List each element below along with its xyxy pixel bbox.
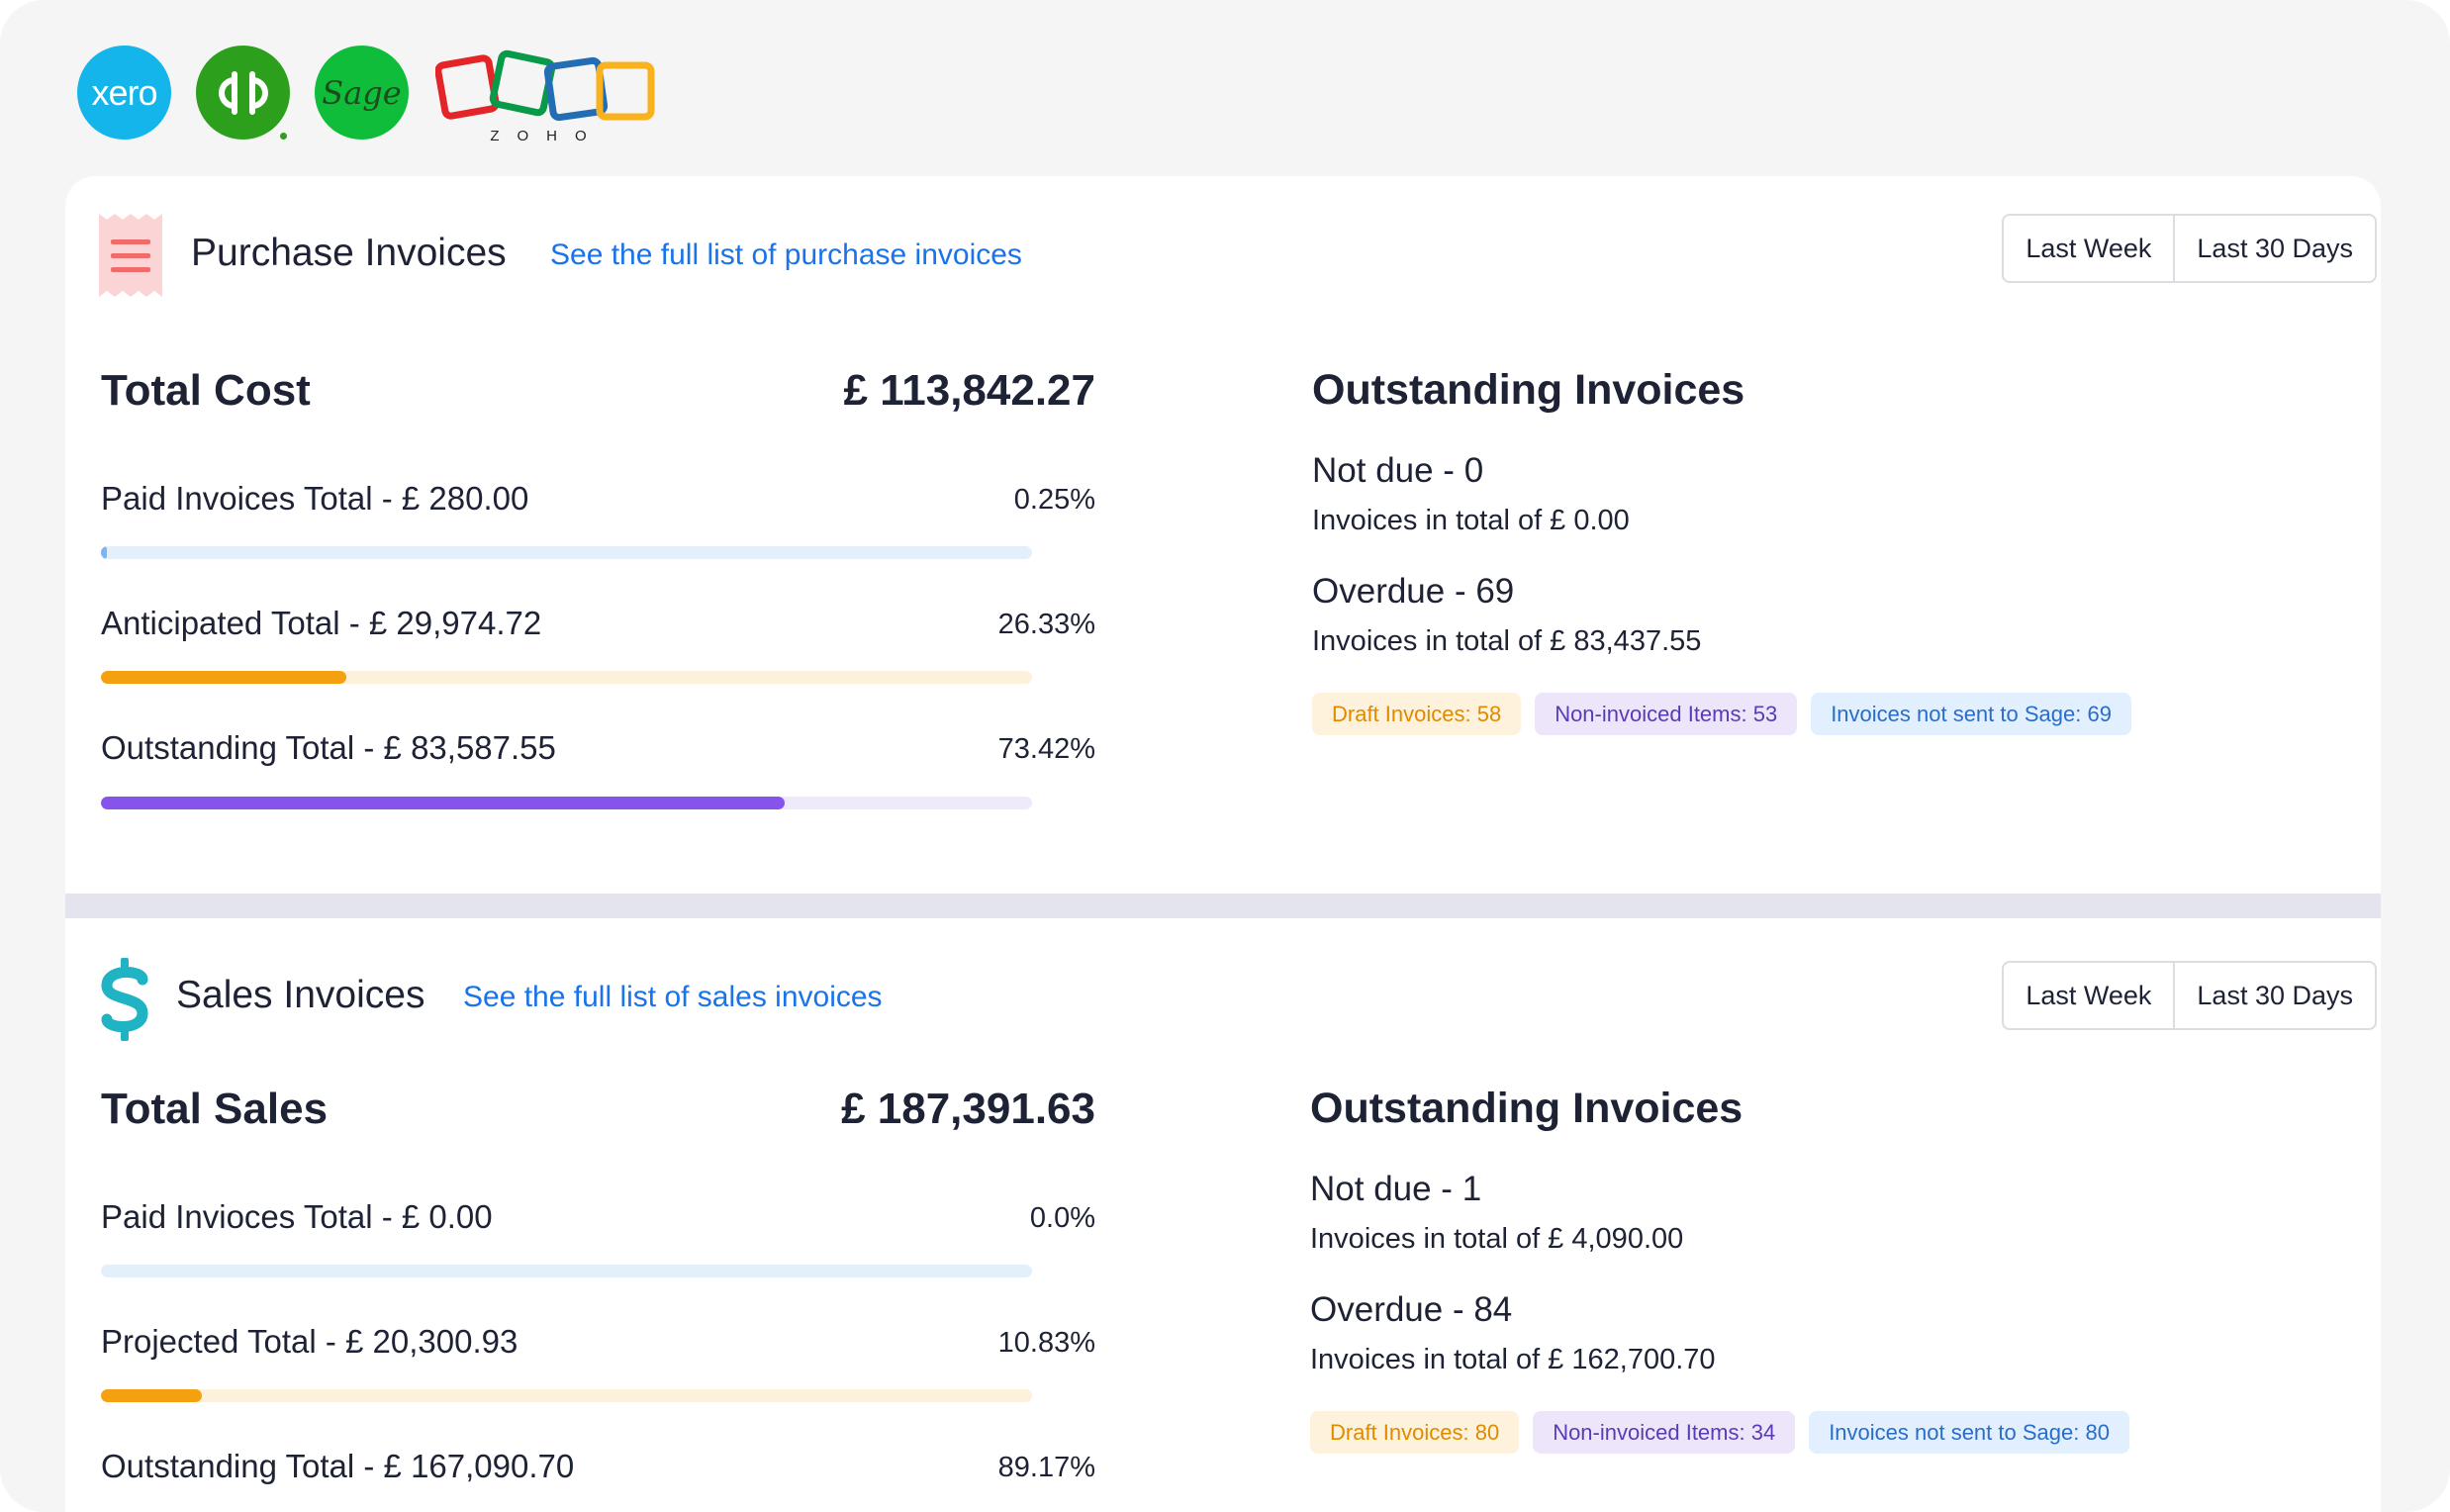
sales-outstanding-invoices-title: Outstanding Invoices <box>1310 1085 1743 1132</box>
receipt-icon <box>99 214 162 302</box>
sales-last-30-days-button[interactable]: Last 30 Days <box>2173 963 2375 1028</box>
sales-outstanding-total-percent: 89.17% <box>997 1452 1095 1483</box>
quickbooks-dot <box>280 133 287 140</box>
non-invoiced-items-chip[interactable]: Non-invoiced Items: 53 <box>1535 693 1798 735</box>
not-due-subtext: Invoices in total of £ 0.00 <box>1312 505 1630 536</box>
outstanding-total-progress <box>101 797 1032 809</box>
outstanding-total-progress-fill <box>101 797 785 809</box>
paid-total-progress-fill <box>101 546 107 559</box>
paid-total-label: Paid Invoices Total - £ 280.00 <box>101 480 529 517</box>
section-divider <box>65 894 2381 918</box>
sales-paid-total-label: Paid Invioces Total - £ 0.00 <box>101 1198 493 1235</box>
total-cost-value: £ 113,842.27 <box>843 366 1095 415</box>
anticipated-total-progress-fill <box>101 671 346 684</box>
sales-status-chips: Draft Invoices: 80 Non-invoiced Items: 3… <box>1310 1411 2129 1454</box>
sales-draft-invoices-chip[interactable]: Draft Invoices: 80 <box>1310 1411 1520 1454</box>
not-due-heading: Not due - 0 <box>1312 451 1484 490</box>
paid-total-progress <box>101 546 1032 559</box>
not-sent-to-sage-chip[interactable]: Invoices not sent to Sage: 69 <box>1811 693 2131 735</box>
sales-full-list-link[interactable]: See the full list of sales invoices <box>463 981 883 1013</box>
xero-logo[interactable]: xero <box>77 46 171 140</box>
purchase-last-week-button[interactable]: Last Week <box>2026 233 2152 263</box>
projected-total-progress-fill <box>101 1389 202 1402</box>
purchase-last-30-days-button[interactable]: Last 30 Days <box>2173 216 2375 281</box>
dollar-icon <box>99 958 150 1046</box>
zoho-logo[interactable]: ZOHO <box>434 49 663 148</box>
sales-non-invoiced-items-chip[interactable]: Non-invoiced Items: 34 <box>1533 1411 1796 1454</box>
sage-logo[interactable]: Sage <box>315 46 409 140</box>
purchase-title: Purchase Invoices <box>191 232 507 274</box>
outstanding-invoices-title: Outstanding Invoices <box>1312 366 1745 414</box>
quickbooks-icon <box>218 70 268 115</box>
sales-last-week-button[interactable]: Last Week <box>2026 980 2152 1010</box>
purchase-period-toggle: Last Week Last 30 Days <box>2002 214 2377 283</box>
sales-paid-total-percent: 0.0% <box>1029 1202 1095 1234</box>
sales-outstanding-total-label: Outstanding Total - £ 167,090.70 <box>101 1448 575 1484</box>
zoho-logo-text: ZOHO <box>490 128 604 144</box>
projected-total-percent: 10.83% <box>997 1327 1095 1359</box>
anticipated-total-percent: 26.33% <box>997 609 1095 640</box>
purchase-invoices-card: Purchase Invoices See the full list of p… <box>65 176 2381 894</box>
anticipated-total-progress <box>101 671 1032 684</box>
total-sales-label: Total Sales <box>101 1085 329 1133</box>
sales-title: Sales Invoices <box>176 974 425 1016</box>
outstanding-total-label: Outstanding Total - £ 83,587.55 <box>101 729 556 766</box>
projected-total-progress <box>101 1389 1032 1402</box>
sales-paid-total-progress <box>101 1265 1032 1277</box>
anticipated-total-label: Anticipated Total - £ 29,974.72 <box>101 605 542 641</box>
sales-overdue-subtext: Invoices in total of £ 162,700.70 <box>1310 1344 1716 1375</box>
paid-total-percent: 0.25% <box>1013 484 1095 516</box>
purchase-status-chips: Draft Invoices: 58 Non-invoiced Items: 5… <box>1312 693 2131 735</box>
sales-invoices-card: Sales Invoices See the full list of sale… <box>65 918 2381 1512</box>
sales-overdue-heading: Overdue - 84 <box>1310 1290 1513 1329</box>
quickbooks-logo[interactable] <box>196 46 290 140</box>
purchase-full-list-link[interactable]: See the full list of purchase invoices <box>550 238 1022 271</box>
zoho-icon: ZOHO <box>434 49 655 144</box>
total-sales-value: £ 187,391.63 <box>841 1085 1095 1133</box>
outstanding-total-percent: 73.42% <box>997 733 1095 765</box>
total-cost-label: Total Cost <box>101 366 311 415</box>
sage-logo-text: Sage <box>322 73 402 112</box>
xero-logo-text: xero <box>91 71 157 113</box>
draft-invoices-chip[interactable]: Draft Invoices: 58 <box>1312 693 1522 735</box>
sales-not-due-subtext: Invoices in total of £ 4,090.00 <box>1310 1223 1684 1255</box>
projected-total-label: Projected Total - £ 20,300.93 <box>101 1323 518 1360</box>
sales-not-due-heading: Not due - 1 <box>1310 1170 1482 1208</box>
overdue-subtext: Invoices in total of £ 83,437.55 <box>1312 625 1702 657</box>
sales-not-sent-to-sage-chip[interactable]: Invoices not sent to Sage: 80 <box>1809 1411 2129 1454</box>
sales-period-toggle: Last Week Last 30 Days <box>2002 961 2377 1030</box>
overdue-heading: Overdue - 69 <box>1312 572 1515 611</box>
